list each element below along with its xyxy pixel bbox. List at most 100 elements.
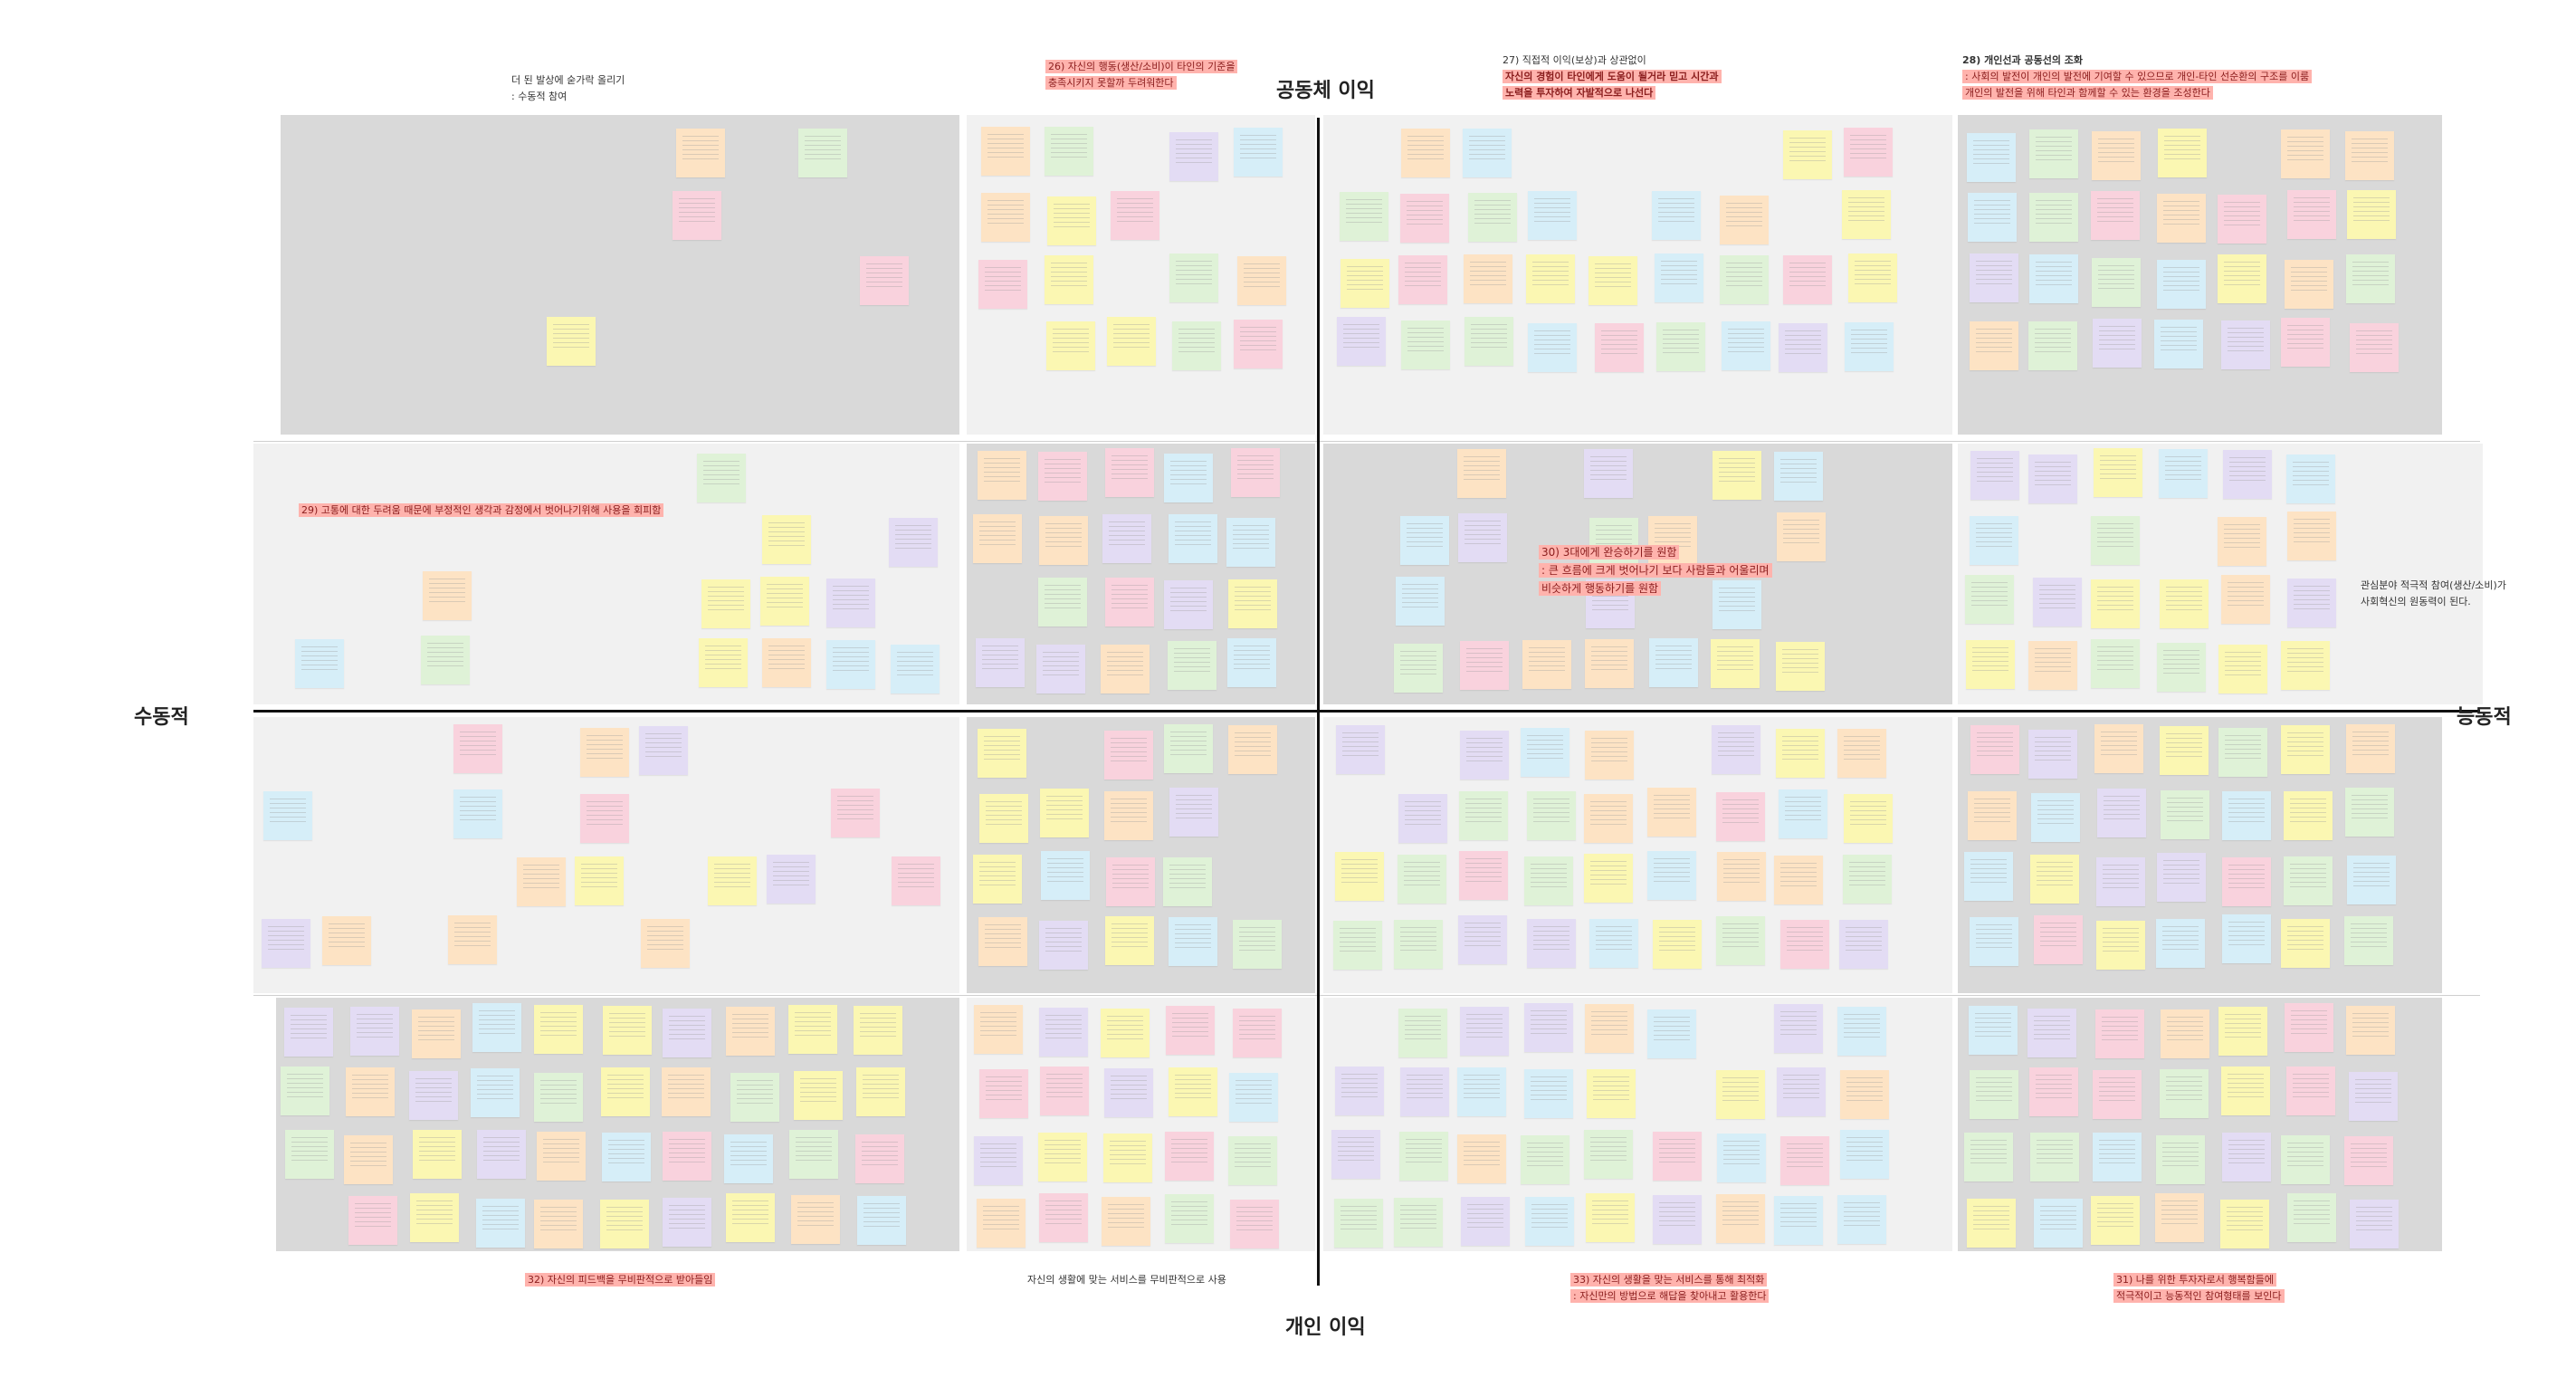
sticky-note[interactable]: [2222, 914, 2271, 963]
sticky-note[interactable]: [2158, 129, 2207, 177]
sticky-note[interactable]: [1842, 190, 1891, 239]
sticky-note[interactable]: [1398, 855, 1446, 904]
sticky-note[interactable]: [1335, 1067, 1384, 1115]
sticky-note[interactable]: [2281, 1135, 2330, 1184]
sticky-note[interactable]: [1036, 645, 1085, 694]
sticky-note[interactable]: [1396, 577, 1445, 626]
sticky-note[interactable]: [855, 1134, 904, 1183]
sticky-note[interactable]: [1837, 1195, 1886, 1244]
sticky-note[interactable]: [726, 1193, 775, 1242]
sticky-note[interactable]: [2161, 790, 2209, 839]
sticky-note[interactable]: [2160, 726, 2209, 775]
sticky-note[interactable]: [1967, 133, 2016, 182]
sticky-note[interactable]: [826, 640, 875, 689]
sticky-note[interactable]: [1228, 725, 1277, 774]
sticky-note[interactable]: [1457, 1067, 1506, 1116]
sticky-note[interactable]: [575, 856, 624, 905]
sticky-note[interactable]: [977, 1199, 1026, 1248]
sticky-note[interactable]: [1045, 127, 1093, 176]
sticky-note[interactable]: [1647, 788, 1696, 837]
sticky-note[interactable]: [1521, 1135, 1569, 1184]
sticky-note[interactable]: [1401, 320, 1450, 369]
sticky-note[interactable]: [1720, 255, 1769, 304]
sticky-note[interactable]: [2092, 258, 2141, 307]
sticky-note[interactable]: [2281, 641, 2330, 690]
sticky-note[interactable]: [2030, 855, 2079, 904]
sticky-note[interactable]: [2218, 517, 2266, 566]
sticky-note[interactable]: [1528, 191, 1577, 240]
sticky-note[interactable]: [1522, 640, 1571, 689]
sticky-note[interactable]: [1586, 1193, 1635, 1242]
sticky-note[interactable]: [2094, 724, 2143, 773]
sticky-note[interactable]: [284, 1008, 333, 1057]
sticky-note[interactable]: [1459, 791, 1508, 840]
sticky-note[interactable]: [1106, 857, 1155, 906]
sticky-note[interactable]: [1039, 1008, 1088, 1057]
sticky-note[interactable]: [1234, 128, 1283, 177]
sticky-note[interactable]: [708, 856, 757, 905]
sticky-note[interactable]: [1970, 516, 2018, 565]
sticky-note[interactable]: [1970, 725, 2019, 774]
sticky-note[interactable]: [1045, 255, 1093, 304]
sticky-note[interactable]: [639, 726, 688, 775]
sticky-note[interactable]: [701, 579, 750, 628]
sticky-note[interactable]: [1107, 317, 1156, 366]
sticky-note[interactable]: [760, 577, 809, 626]
sticky-note[interactable]: [1046, 321, 1095, 370]
sticky-note[interactable]: [2161, 1009, 2209, 1058]
sticky-note[interactable]: [1164, 580, 1213, 629]
sticky-note[interactable]: [1524, 1069, 1573, 1118]
sticky-note[interactable]: [1584, 854, 1633, 903]
sticky-note[interactable]: [1837, 729, 1886, 778]
sticky-note[interactable]: [979, 1069, 1028, 1118]
sticky-note[interactable]: [1228, 579, 1277, 628]
sticky-note[interactable]: [1394, 920, 1443, 969]
sticky-note[interactable]: [2033, 578, 2082, 627]
sticky-note[interactable]: [1165, 1132, 1214, 1181]
sticky-note[interactable]: [2157, 260, 2206, 309]
sticky-note[interactable]: [1398, 794, 1447, 843]
sticky-note[interactable]: [2029, 193, 2078, 242]
sticky-note[interactable]: [1039, 921, 1088, 970]
sticky-note[interactable]: [854, 1006, 902, 1055]
sticky-note[interactable]: [2287, 190, 2336, 239]
sticky-note[interactable]: [974, 1136, 1023, 1185]
sticky-note[interactable]: [1783, 255, 1832, 304]
sticky-note[interactable]: [1716, 792, 1765, 841]
sticky-note[interactable]: [2221, 1067, 2270, 1115]
sticky-note[interactable]: [2347, 856, 2396, 904]
sticky-note[interactable]: [1038, 1133, 1087, 1181]
sticky-note[interactable]: [1585, 1004, 1634, 1053]
sticky-note[interactable]: [979, 794, 1028, 843]
sticky-note[interactable]: [1458, 513, 1507, 562]
sticky-note[interactable]: [1779, 789, 1827, 838]
sticky-note[interactable]: [1164, 454, 1213, 502]
sticky-note[interactable]: [1525, 1197, 1574, 1246]
sticky-note[interactable]: [2287, 512, 2336, 560]
sticky-note[interactable]: [1460, 731, 1509, 780]
sticky-note[interactable]: [1711, 639, 1760, 688]
sticky-note[interactable]: [1398, 255, 1447, 304]
sticky-note[interactable]: [1848, 253, 1897, 302]
sticky-note[interactable]: [676, 129, 725, 177]
sticky-note[interactable]: [1843, 855, 1892, 904]
sticky-note[interactable]: [1169, 788, 1218, 837]
sticky-note[interactable]: [2096, 921, 2145, 970]
sticky-note[interactable]: [1656, 322, 1705, 371]
sticky-note[interactable]: [2345, 131, 2394, 180]
sticky-note[interactable]: [1722, 321, 1770, 370]
sticky-note[interactable]: [2347, 190, 2396, 239]
sticky-note[interactable]: [1712, 725, 1760, 774]
sticky-note[interactable]: [663, 1132, 711, 1181]
sticky-note[interactable]: [1040, 789, 1089, 837]
sticky-note[interactable]: [1716, 1194, 1765, 1243]
sticky-note[interactable]: [1337, 317, 1386, 366]
sticky-note[interactable]: [1465, 317, 1513, 366]
sticky-note[interactable]: [1964, 1133, 2013, 1181]
sticky-note[interactable]: [1103, 1134, 1152, 1182]
sticky-note[interactable]: [1968, 791, 2017, 840]
sticky-note[interactable]: [788, 1005, 837, 1054]
sticky-note[interactable]: [602, 1133, 651, 1181]
sticky-note[interactable]: [1166, 1006, 1215, 1055]
sticky-note[interactable]: [1527, 791, 1576, 840]
